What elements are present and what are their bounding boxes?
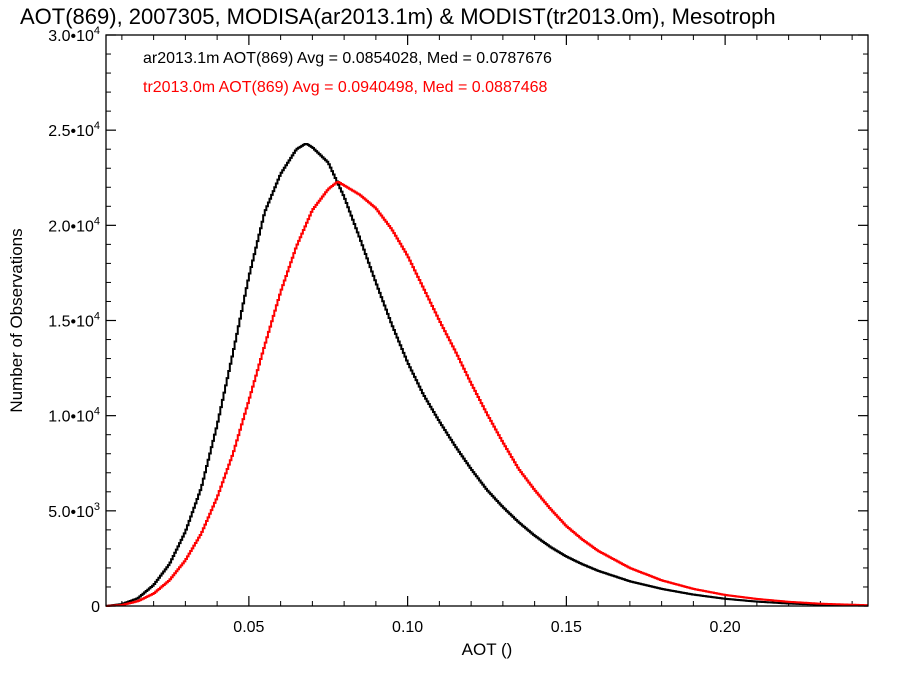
series-line-tr2013.0m (106, 181, 868, 607)
y-tick-label: 1.0•104 (48, 406, 100, 426)
series-stats-ar2013: ar2013.1m AOT(869) Avg = 0.0854028, Med … (143, 50, 552, 67)
y-tick-label: 2.0•104 (48, 215, 100, 235)
x-axis-title: AOT () (462, 640, 513, 659)
y-tick-label: 5.0•103 (48, 501, 100, 521)
x-tick-label: 0.15 (551, 619, 582, 636)
plot-frame (105, 34, 869, 607)
x-axis-ticks: 0.05 0.10 0.15 0.20 (121, 35, 853, 636)
x-tick-label: 0.20 (710, 619, 741, 636)
chart-title: AOT(869), 2007305, MODISA(ar2013.1m) & M… (20, 4, 776, 29)
y-axis-ticks: 0 5.0•103 1.0•104 1.5•104 2.0•104 2.5•104 3.0•… (48, 25, 868, 616)
x-tick-label: 0.10 (392, 619, 423, 636)
y-tick-label: 3.0•104 (48, 25, 100, 45)
x-tick-label: 0.05 (233, 619, 264, 636)
plot-series (106, 142, 868, 607)
series-stats-tr2013: tr2013.0m AOT(869) Avg = 0.0940498, Med … (143, 79, 548, 96)
y-tick-label: 2.5•104 (48, 120, 100, 140)
y-tick-label: 1.5•104 (48, 311, 100, 331)
y-axis-title: Number of Observations (7, 228, 26, 412)
series-line-ar2013.1m (106, 142, 868, 607)
y-tick-label: 0 (91, 599, 100, 616)
